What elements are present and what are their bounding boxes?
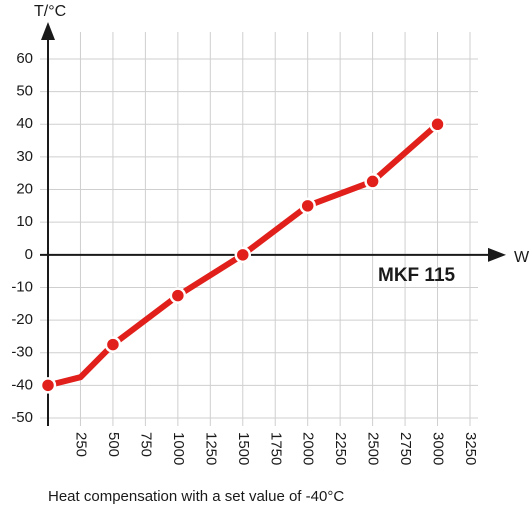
data-point xyxy=(169,287,187,304)
data-point xyxy=(429,116,446,133)
y-tick-label: 30 xyxy=(16,148,33,165)
y-tick-label: -50 xyxy=(11,409,33,426)
series-line xyxy=(45,121,441,389)
x-tick-label: 250 xyxy=(72,432,89,457)
y-tick-label: 10 xyxy=(16,213,33,230)
x-tick-label: 750 xyxy=(137,432,154,457)
x-tick-label: 2000 xyxy=(300,432,317,465)
data-point xyxy=(299,197,316,215)
data-point xyxy=(364,173,381,190)
y-tick-label: -40 xyxy=(11,376,33,393)
y-tick-label: -10 xyxy=(11,278,33,295)
y-axis-arrow xyxy=(41,22,55,40)
x-axis-arrow xyxy=(488,247,506,262)
y-tick-label: 50 xyxy=(16,83,33,100)
x-tick-label: 1750 xyxy=(267,432,284,465)
y-tick-label: 0 xyxy=(25,246,33,263)
y-tick-label: -20 xyxy=(11,311,33,328)
tick-labels: 250 500 750 1000 1250 1500 1750 2000 2250 2500 275… xyxy=(11,50,479,465)
series-annotation: MKF 115 xyxy=(378,265,456,286)
x-tick-label: 500 xyxy=(105,432,122,457)
x-tick-label: 1250 xyxy=(202,432,219,465)
x-tick-label: 3000 xyxy=(430,432,447,465)
y-tick-label: -30 xyxy=(11,344,33,361)
axes xyxy=(40,22,506,426)
data-point xyxy=(39,377,57,394)
x-tick-label: 3250 xyxy=(462,432,479,465)
x-tick-label: 2750 xyxy=(397,432,414,465)
data-point xyxy=(234,246,252,264)
data-point xyxy=(104,336,122,353)
x-tick-label: 2250 xyxy=(332,432,349,465)
grid xyxy=(40,32,478,426)
series-layer xyxy=(39,116,446,394)
y-tick-label: 60 xyxy=(16,50,33,67)
chart-caption: Heat compensation with a set value of -4… xyxy=(48,488,345,505)
y-tick-label: 20 xyxy=(16,181,33,198)
x-axis-label: W xyxy=(514,249,530,266)
x-tick-label: 1500 xyxy=(235,432,252,465)
y-axis-label: T/°C xyxy=(34,3,66,20)
x-tick-label: 2500 xyxy=(365,432,382,465)
y-tick-label: 40 xyxy=(16,115,33,132)
x-tick-label: 1000 xyxy=(170,432,187,465)
